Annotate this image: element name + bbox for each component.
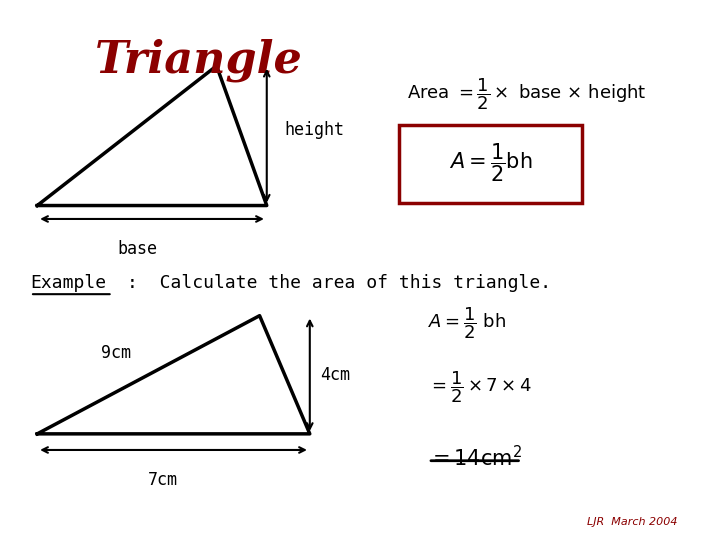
Text: Triangle: Triangle [94,39,302,83]
Text: Example: Example [30,274,107,293]
Text: LJR  March 2004: LJR March 2004 [588,517,678,527]
Text: $A=\dfrac{1}{2}$bh: $A=\dfrac{1}{2}$bh [449,141,532,184]
Text: $A = \dfrac{1}{2}$ bh: $A = \dfrac{1}{2}$ bh [428,305,506,341]
Text: $= \dfrac{1}{2} \times 7 \times 4$: $= \dfrac{1}{2} \times 7 \times 4$ [428,369,532,405]
Text: $= 14\mathregular{cm}^2$: $= 14\mathregular{cm}^2$ [428,444,522,470]
Text: Area $=\dfrac{1}{2}\times$ base $\times$ height: Area $=\dfrac{1}{2}\times$ base $\times$… [407,77,646,112]
Text: 9cm: 9cm [101,345,131,362]
Text: 7cm: 7cm [148,471,178,489]
Bar [400,125,582,203]
Text: base: base [117,240,158,259]
Text: 4cm: 4cm [320,366,351,384]
Text: :  Calculate the area of this triangle.: : Calculate the area of this triangle. [127,274,551,293]
Text: height: height [284,122,345,139]
